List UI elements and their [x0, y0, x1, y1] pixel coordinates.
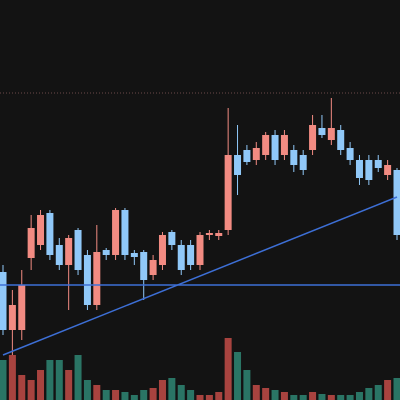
candle-body	[27, 228, 35, 258]
volume-bar	[262, 388, 270, 400]
candle-body	[121, 210, 129, 255]
volume-bar	[168, 378, 176, 400]
volume-bar	[112, 390, 120, 400]
candle-body	[177, 245, 185, 270]
candle-body	[262, 135, 270, 155]
volume-bar	[224, 338, 232, 400]
candle-body	[74, 230, 82, 270]
volume-bar	[299, 395, 307, 400]
candle-body	[280, 135, 288, 155]
candle-body	[271, 135, 279, 160]
volume-bar	[355, 392, 363, 400]
candle-body	[65, 238, 73, 265]
candle-body	[205, 233, 213, 235]
candle-body	[243, 150, 251, 162]
volume-bar	[205, 395, 213, 400]
candle-body	[234, 155, 242, 175]
volume-bar	[130, 395, 138, 400]
candle-body	[46, 213, 54, 255]
volume-bar	[309, 392, 317, 400]
candle-body	[309, 125, 317, 150]
candle-body	[374, 160, 382, 168]
volume-bar	[346, 395, 354, 400]
volume-bar	[140, 390, 148, 400]
volume-bar	[271, 390, 279, 400]
candle-body	[102, 250, 110, 255]
candle-body	[168, 232, 176, 245]
candle-body	[18, 285, 26, 330]
volume-bar	[121, 392, 129, 400]
candle-body	[318, 128, 326, 135]
volume-bar	[384, 380, 392, 400]
candle-body	[83, 255, 91, 305]
candle-body	[346, 148, 354, 160]
candle-body	[224, 155, 232, 230]
volume-bar	[280, 392, 288, 400]
volume-bar	[393, 378, 400, 400]
candle-body	[112, 210, 120, 255]
volume-bar	[55, 360, 63, 400]
candle-body	[299, 155, 307, 170]
candle-body	[8, 305, 16, 330]
volume-bar	[374, 385, 382, 400]
volume-bar	[65, 370, 73, 400]
volume-bar	[18, 375, 26, 400]
volume-bar	[215, 392, 223, 400]
candle-body	[187, 245, 195, 265]
volume-bar	[365, 388, 373, 400]
candle-body	[355, 160, 363, 178]
candle-body	[158, 235, 166, 265]
volume-bar	[37, 370, 45, 400]
volume-bar	[187, 390, 195, 400]
candle-body	[196, 235, 204, 265]
volume-bar	[177, 385, 185, 400]
candle-body	[55, 245, 63, 265]
candle-body	[337, 130, 345, 150]
volume-bar	[149, 388, 157, 400]
candle-body	[140, 252, 148, 280]
volume-bar	[93, 385, 101, 400]
volume-bar	[196, 395, 204, 400]
candle-body	[93, 252, 101, 305]
candle-body	[37, 215, 45, 245]
volume-bar	[102, 390, 110, 400]
candle-body	[0, 272, 7, 330]
volume-bar	[74, 355, 82, 400]
volume-bar	[252, 385, 260, 400]
candle-body	[384, 165, 392, 175]
volume-bar	[27, 380, 35, 400]
candle-body	[393, 170, 400, 235]
volume-bar	[0, 360, 7, 400]
candle-body	[365, 160, 373, 180]
volume-bar	[158, 380, 166, 400]
candle-body	[149, 260, 157, 275]
volume-bar	[234, 352, 242, 400]
volume-bar	[327, 395, 335, 400]
volume-bar	[46, 360, 54, 400]
candle-body	[252, 148, 260, 160]
candle-body	[327, 128, 335, 140]
volume-bar	[8, 355, 16, 400]
candle-body	[130, 253, 138, 257]
volume-bar	[243, 370, 251, 400]
volume-bar	[83, 380, 91, 400]
volume-bar	[318, 394, 326, 400]
volume-bar	[337, 395, 345, 400]
candle-body	[215, 233, 223, 236]
trend-line	[2, 196, 398, 356]
candle-body	[290, 150, 298, 165]
volume-bar	[290, 395, 298, 400]
